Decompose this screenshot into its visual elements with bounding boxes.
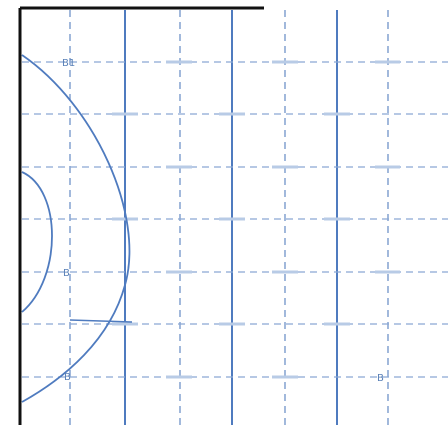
- grid-label: B: [377, 373, 384, 384]
- grid-intersection-marks: [112, 60, 400, 379]
- outer-curved-boundary: [21, 54, 131, 403]
- lower-left-segment: [69, 319, 133, 323]
- grid-label: B: [63, 268, 70, 279]
- dashed-vertical-lines: [69, 10, 389, 425]
- grid-label: B1: [62, 58, 75, 69]
- drawing-frame: [18, 6, 264, 425]
- inner-arc: [21, 171, 53, 313]
- grid-label: B: [64, 372, 71, 383]
